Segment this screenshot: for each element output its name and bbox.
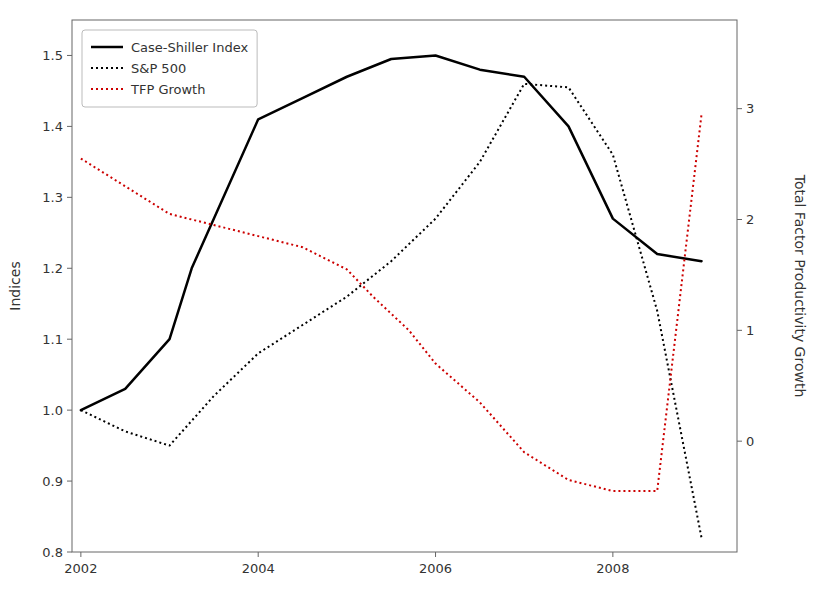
lines [81,55,702,537]
series-line [81,55,702,410]
y-tick-label: 1.1 [42,332,63,347]
y-axis-label: Indices [7,261,23,310]
y-tick-label: 1.5 [42,48,63,63]
legend-label: TFP Growth [130,82,205,97]
x-tick-label: 2004 [242,561,275,576]
y-tick [67,126,72,127]
legend-swatch [91,46,123,49]
x-tick-label: 2006 [419,561,452,576]
y-tick [67,55,72,56]
legend-box [82,30,257,107]
legend-swatch [91,88,123,90]
y-tick [67,552,72,553]
x-tick-label: 2008 [596,561,629,576]
y-tick [67,268,72,269]
x-tick-label: 2002 [64,561,97,576]
legend: Case-Shiller Index S&P 500 TFP Growth [82,30,257,107]
y-tick-label: 0.9 [42,474,63,489]
axes: 2002 2004 2006 2008 0.8 0.9 1.0 1.1 1.2 1.3 1.4 1.5… [7,48,808,576]
y-tick [67,197,72,198]
series-line [81,114,702,491]
y-tick [67,339,72,340]
y-tick-label: 1.2 [42,261,63,276]
legend-label: S&P 500 [131,61,186,76]
series-line [81,84,702,538]
y2-tick-label: 1 [746,323,754,338]
y-tick-label: 1.4 [42,119,63,134]
y2-tick [737,330,742,331]
y-tick [67,410,72,411]
y2-tick [737,108,742,109]
chart: 2002 2004 2006 2008 0.8 0.9 1.0 1.1 1.2 1.3 1.4 1.5… [0,0,817,604]
y2-tick-label: 2 [746,212,754,227]
legend-swatch [91,67,123,69]
y2-tick [737,219,742,220]
y2-tick-label: 3 [746,101,754,116]
legend-item: TFP Growth [91,82,205,97]
x-tick [80,552,81,557]
x-tick [612,552,613,557]
y-tick-label: 0.8 [42,545,63,560]
y-tick [67,481,72,482]
y2-tick [737,441,742,442]
legend-item: Case-Shiller Index [91,40,248,55]
y-tick-label: 1.3 [42,190,63,205]
x-tick [258,552,259,557]
x-tick [435,552,436,557]
plot-frame [72,20,737,552]
y2-tick-label: 0 [746,434,754,449]
legend-item: S&P 500 [91,61,186,76]
y-tick-label: 1.0 [42,403,63,418]
y2-axis-label: Total Factor Productivity Growth [792,174,808,398]
legend-label: Case-Shiller Index [131,40,248,55]
